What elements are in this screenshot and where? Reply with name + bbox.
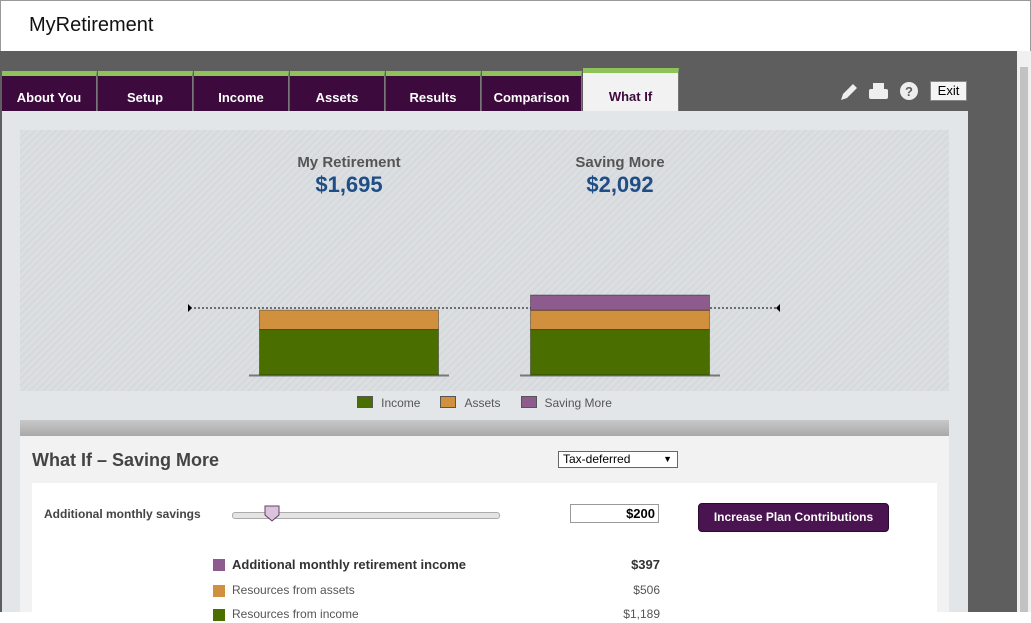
bar-segment [530, 309, 710, 331]
row-label: Resources from income [232, 607, 359, 621]
slider-handle-shape[interactable] [264, 505, 280, 522]
slider-track[interactable] [232, 512, 500, 519]
savings-input[interactable]: $200 [570, 504, 659, 523]
scroll-thumb[interactable] [1020, 67, 1028, 612]
legend-item: Assets [440, 396, 501, 410]
breakdown-row: Resources from income $1,189 [213, 607, 660, 623]
legend-swatch [520, 396, 537, 408]
scrollbar[interactable] [1017, 51, 1031, 612]
panel-title: What If – Saving More [32, 450, 220, 470]
row-swatch [213, 609, 225, 621]
legend-item: Income [357, 396, 420, 410]
tab[interactable]: Income [194, 71, 289, 111]
legend-item: Saving More [520, 396, 612, 410]
tab[interactable]: Comparison [482, 71, 582, 111]
legend-swatch [357, 396, 374, 408]
row-label: Additional monthly retirement income [232, 557, 467, 572]
row-swatch [213, 585, 225, 597]
increase-button[interactable]: Increase Plan Contributions [698, 503, 889, 532]
chart: My Retirement$1,695 Saving More$2,092 [188, 154, 780, 377]
bar-title: Saving More [575, 154, 664, 171]
tab[interactable]: Assets [290, 71, 385, 111]
legend: Income Assets Saving More [20, 396, 949, 414]
toolbar-icons: ? [841, 82, 918, 100]
row-swatch [213, 559, 225, 571]
help-glyph: ? [905, 84, 913, 99]
bar-title: My Retirement [297, 154, 400, 171]
app-title: MyRetirement [29, 14, 154, 36]
slider-handle[interactable] [264, 505, 280, 523]
account-select[interactable]: Tax-deferred ▼ [558, 451, 678, 468]
legend-swatch [440, 396, 457, 408]
tab[interactable]: What If [583, 68, 679, 112]
print-icon[interactable] [869, 89, 888, 99]
bar-segment [259, 309, 439, 331]
target-arrow [188, 304, 192, 312]
panel-bar [20, 420, 949, 436]
tab[interactable]: Setup [98, 71, 193, 111]
breakdown-row: Resources from assets $506 [213, 583, 660, 599]
help-icon[interactable] [900, 82, 918, 100]
legend-label: Assets [464, 396, 501, 410]
select-value: Tax-deferred [563, 452, 631, 466]
slider-label: Additional monthly savings [44, 507, 201, 521]
exit-button[interactable]: Exit [930, 81, 967, 101]
legend-label: Income [381, 396, 421, 410]
breakdown-row: Additional monthly retirement income $397 [213, 557, 660, 573]
select-arrow: ▼ [663, 454, 672, 464]
row-value: $397 [631, 557, 660, 572]
bar-segment [530, 294, 710, 311]
legend-label: Saving More [544, 396, 612, 410]
row-value: $506 [633, 583, 660, 597]
tab[interactable]: About You [2, 71, 97, 111]
target-arrow [776, 304, 780, 312]
bar-segment [530, 329, 710, 376]
bar-segment [259, 329, 439, 376]
row-value: $1,189 [623, 607, 660, 621]
header: MyRetirement [0, 0, 1031, 51]
print-icon-top [873, 83, 884, 89]
bar-total: $1,695 [315, 172, 382, 197]
bar-total: $2,092 [586, 172, 653, 197]
chart-area: My Retirement $1,695 Saving More $2,092 [20, 130, 949, 391]
row-label: Resources from assets [232, 583, 355, 597]
edit-icon[interactable] [841, 84, 857, 100]
tab[interactable]: Results [386, 71, 481, 111]
